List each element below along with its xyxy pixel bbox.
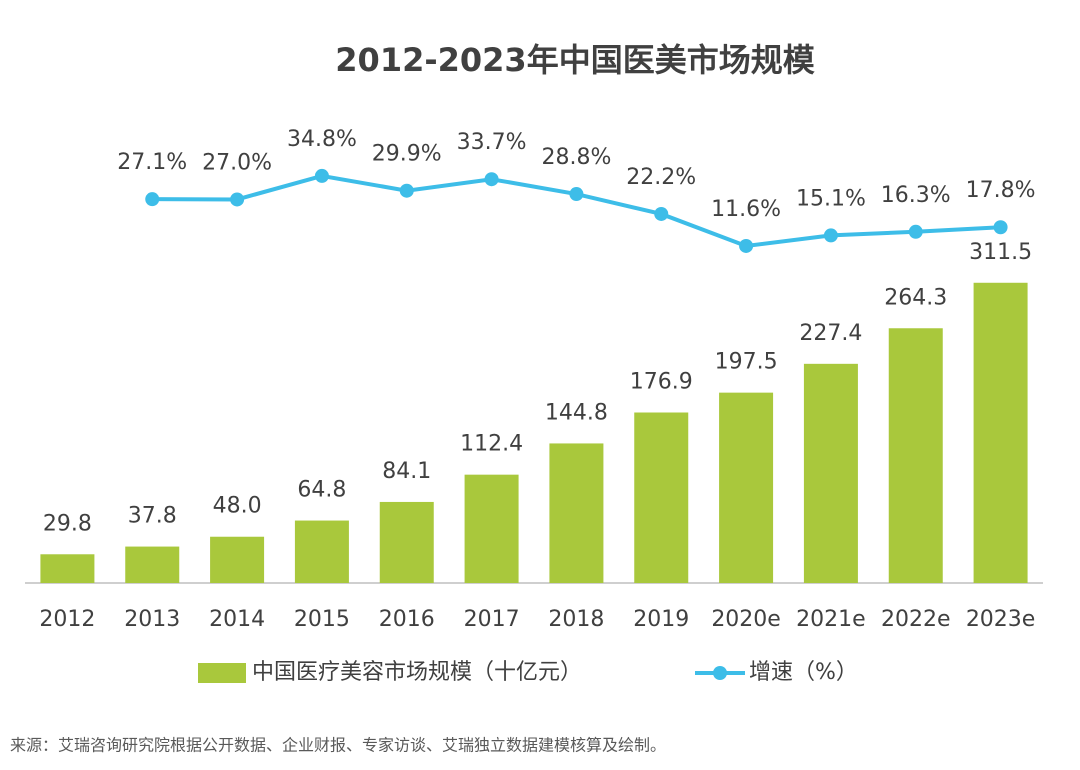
bar-value-label: 197.5 (715, 350, 778, 375)
bar (803, 363, 858, 583)
bar-value-label: 37.8 (128, 504, 177, 529)
bar-value-label: 264.3 (884, 285, 947, 310)
chart-title: 2012-2023年中国医美市场规模 (335, 41, 814, 79)
legend-label: 中国医疗美容市场规模（十亿元） (252, 660, 582, 685)
line-value-label: 11.6% (711, 197, 781, 222)
source-note: 来源：艾瑞咨询研究院根据公开数据、企业财报、专家访谈、艾瑞独立数据建模核算及绘制… (10, 736, 666, 755)
line-point (569, 187, 584, 202)
legend-swatch-dot (713, 666, 727, 680)
bar-value-label: 64.8 (297, 478, 346, 503)
bar-value-label: 112.4 (460, 432, 523, 457)
line-value-label: 27.1% (117, 150, 187, 175)
line-point (399, 183, 414, 198)
bar (125, 546, 180, 583)
line-value-label: 27.0% (202, 150, 272, 175)
bar (210, 536, 265, 583)
x-tick-label: 2013 (124, 607, 180, 632)
line-point (314, 168, 329, 183)
line-value-label: 29.9% (372, 142, 442, 167)
line-point (654, 206, 669, 221)
x-tick-label: 2016 (379, 607, 435, 632)
bar-value-label: 227.4 (799, 321, 862, 346)
x-tick-label: 2022e (881, 607, 951, 632)
bar-value-label: 48.0 (213, 494, 262, 519)
bar (719, 392, 774, 583)
x-tick-label: 2018 (548, 607, 604, 632)
x-tick-label: 2020e (711, 607, 781, 632)
bar (973, 282, 1028, 583)
bar-value-label: 84.1 (382, 459, 431, 484)
x-tick-label: 2015 (294, 607, 350, 632)
line-point (908, 224, 923, 239)
x-tick-label: 2021e (796, 607, 866, 632)
bar-value-label: 311.5 (969, 240, 1032, 265)
bar (634, 412, 689, 583)
bar (40, 554, 95, 583)
x-tick-label: 2017 (464, 607, 520, 632)
legend-swatch (198, 663, 246, 683)
x-tick-label: 2019 (633, 607, 689, 632)
line-point (145, 192, 160, 207)
bar-value-label: 29.8 (43, 511, 92, 536)
bar (549, 443, 604, 583)
bar (464, 474, 519, 583)
bar (294, 520, 349, 583)
bar (379, 501, 434, 583)
line-value-label: 33.7% (457, 130, 527, 155)
bar-value-label: 176.9 (630, 369, 693, 394)
line-point (230, 192, 245, 207)
legend-label: 增速（%） (749, 660, 858, 685)
x-tick-label: 2023e (966, 607, 1036, 632)
bar (888, 328, 943, 583)
line-value-label: 16.3% (881, 183, 951, 208)
line-value-label: 34.8% (287, 127, 357, 152)
bar-value-label: 144.8 (545, 400, 608, 425)
line-value-label: 15.1% (796, 186, 866, 211)
line-point (739, 238, 754, 253)
line-point (993, 220, 1008, 235)
line-point (484, 172, 499, 187)
line (152, 173, 1001, 249)
x-tick-label: 2014 (209, 607, 265, 632)
line-point (823, 228, 838, 243)
line-value-label: 17.8% (966, 178, 1036, 203)
x-tick-label: 2012 (39, 607, 95, 632)
line-value-label: 22.2% (626, 165, 696, 190)
line-value-label: 28.8% (541, 145, 611, 170)
